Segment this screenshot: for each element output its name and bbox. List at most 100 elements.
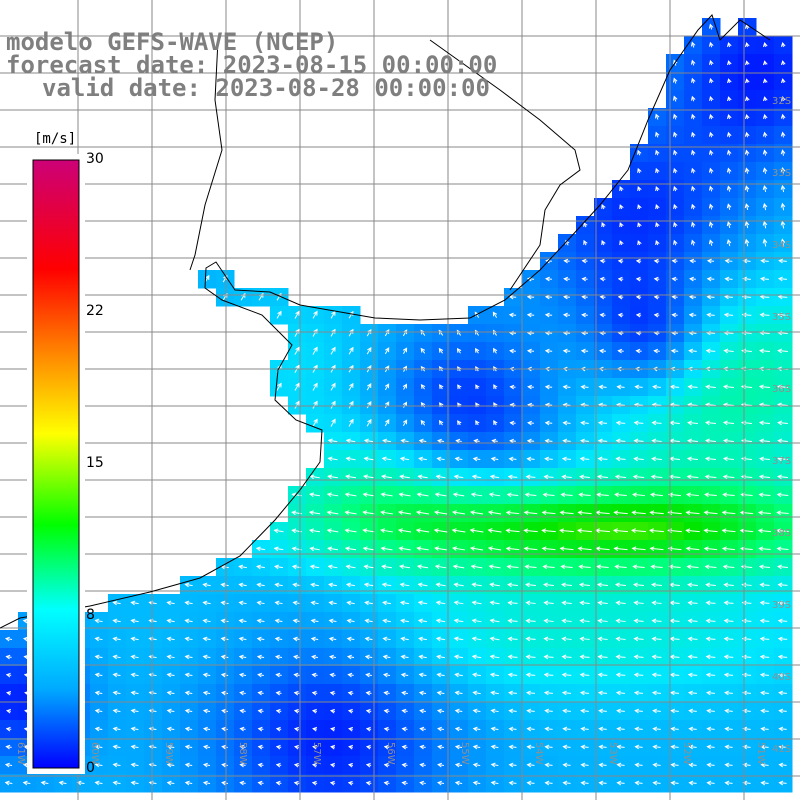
wind-arrow-head xyxy=(40,780,46,786)
wind-arrow-head xyxy=(706,726,712,732)
wind-arrow-head xyxy=(724,762,730,768)
wind-arrow-head xyxy=(291,528,297,534)
wind-arrow-head xyxy=(651,420,657,426)
wind-arrow xyxy=(652,404,662,406)
wind-arrow-head xyxy=(706,276,712,282)
wind-arrow-head xyxy=(741,312,747,318)
wind-arrow-head xyxy=(526,348,532,354)
wind-arrow-head xyxy=(760,258,766,264)
wind-arrow-head xyxy=(328,582,334,588)
wind-arrow-head xyxy=(275,762,281,768)
wind-arrow-head xyxy=(130,762,136,768)
wind-arrow-head xyxy=(457,366,462,371)
wind-arrow-head xyxy=(526,312,532,318)
wind-arrow xyxy=(581,386,589,388)
wind-arrow xyxy=(149,709,157,713)
wind-arrow xyxy=(724,602,734,604)
wind-arrow-head xyxy=(94,726,100,732)
wind-arrow-head xyxy=(633,456,639,462)
longitude-label: 60W xyxy=(89,742,100,765)
wind-arrow xyxy=(740,511,754,515)
wind-arrow xyxy=(311,619,319,623)
wind-arrow xyxy=(688,440,698,442)
wind-arrow-head xyxy=(381,564,387,570)
wind-arrow-head xyxy=(583,239,588,245)
wind-arrow-head xyxy=(721,546,727,552)
wind-arrow-head xyxy=(578,582,584,588)
wind-arrow-head xyxy=(277,310,282,316)
wind-arrow-head xyxy=(777,384,782,390)
wind-arrow-head xyxy=(331,346,336,352)
wind-arrow xyxy=(384,401,390,409)
wind-arrow xyxy=(310,565,320,569)
wind-arrow-head xyxy=(777,672,783,678)
wind-arrow-head xyxy=(344,528,350,533)
wind-arrow xyxy=(473,709,481,713)
wind-arrow xyxy=(669,475,681,479)
wind-arrow-head xyxy=(112,600,118,606)
wind-arrow xyxy=(239,637,247,641)
wind-arrow xyxy=(723,404,735,406)
wind-arrow-head xyxy=(238,672,244,678)
wind-arrow-head xyxy=(130,600,136,606)
wind-arrow xyxy=(363,493,375,497)
wind-arrow xyxy=(562,638,572,640)
wind-arrow-head xyxy=(580,708,586,714)
wind-arrow-head xyxy=(312,726,318,732)
wind-arrow xyxy=(760,602,770,604)
wind-arrow xyxy=(312,311,318,319)
wind-arrow xyxy=(348,329,354,337)
wind-arrow-head xyxy=(453,600,459,606)
wind-arrow-head xyxy=(382,636,388,642)
wind-arrow xyxy=(131,709,139,713)
wind-arrow-head xyxy=(365,726,371,732)
wind-arrow-head xyxy=(202,618,208,624)
wind-arrow-head xyxy=(453,474,459,480)
wind-arrow-head xyxy=(687,618,693,624)
wind-arrow-head xyxy=(6,708,11,714)
wind-arrow xyxy=(329,637,337,641)
wind-arrow xyxy=(633,584,645,586)
wind-arrow xyxy=(149,655,157,659)
wind-arrow-head xyxy=(562,762,568,768)
wind-arrow xyxy=(131,781,139,785)
wind-arrow xyxy=(778,620,788,622)
wind-arrow-head xyxy=(649,510,655,516)
colorbar-tick: 0 xyxy=(86,760,95,776)
wind-arrow xyxy=(366,419,372,427)
wind-arrow xyxy=(723,440,735,442)
wind-arrow-head xyxy=(778,762,784,768)
wind-arrow xyxy=(509,692,517,694)
wind-arrow-head xyxy=(381,582,387,588)
wind-arrow xyxy=(455,782,463,784)
wind-arrow-head xyxy=(292,582,298,588)
wind-arrow-head xyxy=(655,149,660,155)
wind-arrow-head xyxy=(363,438,369,444)
wind-arrow-head xyxy=(597,636,603,642)
wind-arrow xyxy=(382,565,392,569)
wind-arrow-head xyxy=(705,618,711,624)
wind-arrow-head xyxy=(367,383,372,388)
wind-arrow xyxy=(722,511,736,515)
wind-arrow xyxy=(149,781,157,785)
wind-arrow xyxy=(418,619,428,623)
wind-arrow xyxy=(745,221,749,229)
wind-arrow xyxy=(686,511,700,515)
wind-arrow-head xyxy=(202,726,208,732)
wind-arrow xyxy=(544,476,554,478)
wind-arrow xyxy=(203,655,211,659)
wind-arrow xyxy=(759,476,771,478)
wind-arrow xyxy=(491,457,499,461)
wind-arrow xyxy=(310,547,320,551)
wind-arrow xyxy=(221,565,229,569)
wind-arrow-head xyxy=(760,276,765,282)
longitude-label: 56W xyxy=(385,742,396,765)
wind-arrow xyxy=(689,782,697,784)
wind-arrow xyxy=(580,656,590,658)
wind-arrow xyxy=(167,655,175,659)
wind-arrow xyxy=(488,547,502,551)
wind-arrow xyxy=(545,746,553,748)
wind-arrow-head xyxy=(617,276,623,282)
wind-arrow-head xyxy=(526,780,532,786)
wind-arrow-head xyxy=(655,131,660,137)
